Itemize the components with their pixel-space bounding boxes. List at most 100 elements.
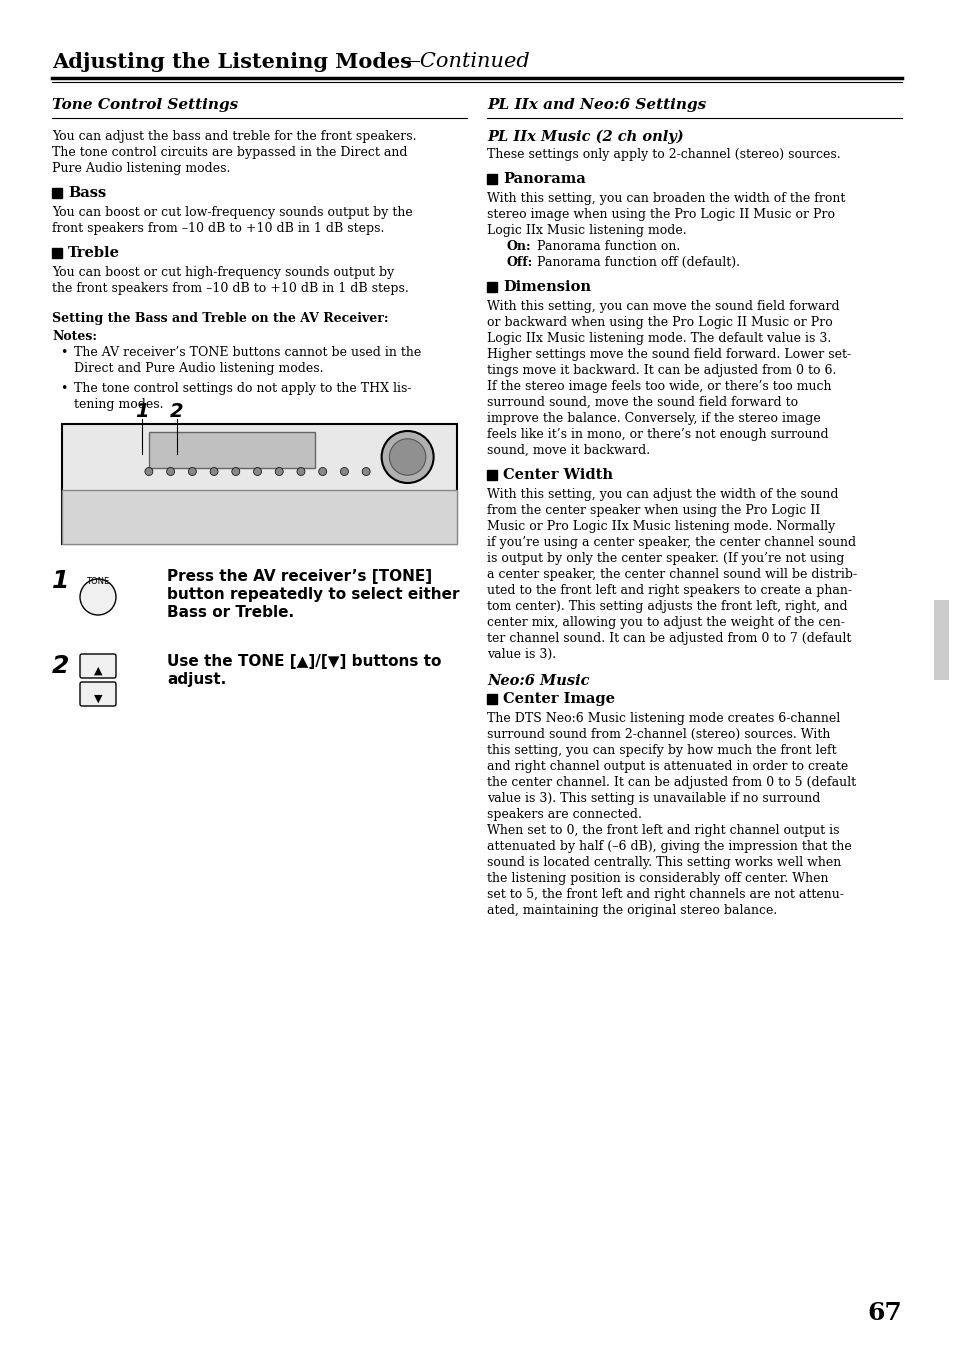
Text: speakers are connected.: speakers are connected. xyxy=(486,808,641,821)
Circle shape xyxy=(188,467,196,475)
Text: Center Width: Center Width xyxy=(502,468,613,482)
Circle shape xyxy=(340,467,348,475)
Text: Direct and Pure Audio listening modes.: Direct and Pure Audio listening modes. xyxy=(74,362,323,376)
Bar xyxy=(486,283,497,292)
Bar xyxy=(486,470,497,481)
Circle shape xyxy=(381,431,434,483)
Text: feels like it’s in mono, or there’s not enough surround: feels like it’s in mono, or there’s not … xyxy=(486,428,828,441)
Text: ter channel sound. It can be adjusted from 0 to 7 (default: ter channel sound. It can be adjusted fr… xyxy=(486,633,850,645)
Text: PL IIx and Neo:6 Settings: PL IIx and Neo:6 Settings xyxy=(486,98,705,112)
Text: Off:: Off: xyxy=(506,256,533,269)
Text: is output by only the center speaker. (If you’re not using: is output by only the center speaker. (I… xyxy=(486,552,843,565)
Text: Treble: Treble xyxy=(68,246,120,260)
Text: 2: 2 xyxy=(170,402,184,421)
Text: 67: 67 xyxy=(866,1302,901,1324)
Text: set to 5, the front left and right channels are not attenu-: set to 5, the front left and right chann… xyxy=(486,888,843,900)
Text: surround sound, move the sound field forward to: surround sound, move the sound field for… xyxy=(486,396,798,409)
Text: —Continued: —Continued xyxy=(398,52,529,71)
Text: the listening position is considerably off center. When: the listening position is considerably o… xyxy=(486,872,827,886)
Text: Center Image: Center Image xyxy=(502,692,615,707)
Text: the front speakers from –10 dB to +10 dB in 1 dB steps.: the front speakers from –10 dB to +10 dB… xyxy=(52,283,408,295)
Text: PL IIx Music (2 ch only): PL IIx Music (2 ch only) xyxy=(486,131,683,144)
Bar xyxy=(52,248,62,258)
Text: Press the AV receiver’s [TONE]: Press the AV receiver’s [TONE] xyxy=(167,569,432,584)
Text: value is 3).: value is 3). xyxy=(486,647,556,661)
Text: Music or Pro Logic IIx Music listening mode. Normally: Music or Pro Logic IIx Music listening m… xyxy=(486,520,835,533)
Text: ated, maintaining the original stereo balance.: ated, maintaining the original stereo ba… xyxy=(486,905,777,917)
FancyBboxPatch shape xyxy=(149,432,314,468)
Text: attenuated by half (–6 dB), giving the impression that the: attenuated by half (–6 dB), giving the i… xyxy=(486,840,851,853)
Text: You can adjust the bass and treble for the front speakers.: You can adjust the bass and treble for t… xyxy=(52,131,416,143)
Circle shape xyxy=(275,467,283,475)
Text: These settings only apply to 2-channel (stereo) sources.: These settings only apply to 2-channel (… xyxy=(486,148,840,162)
Text: from the center speaker when using the Pro Logic II: from the center speaker when using the P… xyxy=(486,503,820,517)
Text: 1: 1 xyxy=(135,402,149,421)
Circle shape xyxy=(296,467,305,475)
Text: ▼: ▼ xyxy=(93,695,102,704)
Text: sound, move it backward.: sound, move it backward. xyxy=(486,444,649,458)
Text: You can boost or cut low-frequency sounds output by the: You can boost or cut low-frequency sound… xyxy=(52,206,413,219)
Text: tom center). This setting adjusts the front left, right, and: tom center). This setting adjusts the fr… xyxy=(486,600,846,612)
Bar xyxy=(52,188,62,198)
Text: When set to 0, the front left and right channel output is: When set to 0, the front left and right … xyxy=(486,824,839,837)
Text: value is 3). This setting is unavailable if no surround: value is 3). This setting is unavailable… xyxy=(486,791,820,805)
Circle shape xyxy=(210,467,218,475)
Text: Panorama function off (default).: Panorama function off (default). xyxy=(529,256,740,269)
Text: TONE: TONE xyxy=(87,577,110,586)
Text: •: • xyxy=(60,346,68,359)
Text: and right channel output is attenuated in order to create: and right channel output is attenuated i… xyxy=(486,760,847,773)
Text: tening modes.: tening modes. xyxy=(74,398,163,411)
Circle shape xyxy=(362,467,370,475)
FancyBboxPatch shape xyxy=(80,654,116,678)
Text: Higher settings move the sound field forward. Lower set-: Higher settings move the sound field for… xyxy=(486,349,850,361)
Text: With this setting, you can move the sound field forward: With this setting, you can move the soun… xyxy=(486,300,839,314)
Text: Tone Control Settings: Tone Control Settings xyxy=(52,98,238,112)
Circle shape xyxy=(167,467,174,475)
Text: On:: On: xyxy=(506,240,531,253)
Text: or backward when using the Pro Logic II Music or Pro: or backward when using the Pro Logic II … xyxy=(486,316,832,328)
Text: this setting, you can specify by how much the front left: this setting, you can specify by how muc… xyxy=(486,744,836,756)
FancyBboxPatch shape xyxy=(62,424,456,544)
Circle shape xyxy=(318,467,326,475)
Text: tings move it backward. It can be adjusted from 0 to 6.: tings move it backward. It can be adjust… xyxy=(486,363,836,377)
Circle shape xyxy=(389,439,425,475)
FancyBboxPatch shape xyxy=(62,490,456,544)
Text: center mix, allowing you to adjust the weight of the cen-: center mix, allowing you to adjust the w… xyxy=(486,616,844,629)
Text: 2: 2 xyxy=(52,654,70,678)
Text: front speakers from –10 dB to +10 dB in 1 dB steps.: front speakers from –10 dB to +10 dB in … xyxy=(52,222,384,236)
Text: •: • xyxy=(60,382,68,394)
Text: Adjusting the Listening Modes: Adjusting the Listening Modes xyxy=(52,52,412,71)
Circle shape xyxy=(232,467,239,475)
Circle shape xyxy=(80,579,116,615)
Text: a center speaker, the center channel sound will be distrib-: a center speaker, the center channel sou… xyxy=(486,568,856,581)
Circle shape xyxy=(145,467,152,475)
Text: Notes:: Notes: xyxy=(52,330,97,343)
Text: if you’re using a center speaker, the center channel sound: if you’re using a center speaker, the ce… xyxy=(486,536,855,549)
Text: Bass: Bass xyxy=(68,186,106,201)
Text: Setting the Bass and Treble on the AV Receiver:: Setting the Bass and Treble on the AV Re… xyxy=(52,312,388,324)
Text: surround sound from 2-channel (stereo) sources. With: surround sound from 2-channel (stereo) s… xyxy=(486,728,829,742)
Bar xyxy=(486,174,497,184)
Text: Use the TONE [▲]/[▼] buttons to: Use the TONE [▲]/[▼] buttons to xyxy=(167,654,441,669)
Text: Panorama: Panorama xyxy=(502,172,585,186)
Text: Pure Audio listening modes.: Pure Audio listening modes. xyxy=(52,162,230,175)
Circle shape xyxy=(253,467,261,475)
Text: sound is located centrally. This setting works well when: sound is located centrally. This setting… xyxy=(486,856,841,870)
Text: Dimension: Dimension xyxy=(502,280,590,293)
FancyBboxPatch shape xyxy=(80,682,116,707)
Text: 1: 1 xyxy=(52,569,70,594)
Text: With this setting, you can broaden the width of the front: With this setting, you can broaden the w… xyxy=(486,192,844,205)
Text: the center channel. It can be adjusted from 0 to 5 (default: the center channel. It can be adjusted f… xyxy=(486,777,855,789)
Text: Logic IIx Music listening mode. The default value is 3.: Logic IIx Music listening mode. The defa… xyxy=(486,332,830,345)
Text: If the stereo image feels too wide, or there’s too much: If the stereo image feels too wide, or t… xyxy=(486,380,831,393)
Text: The tone control circuits are bypassed in the Direct and: The tone control circuits are bypassed i… xyxy=(52,145,407,159)
Text: adjust.: adjust. xyxy=(167,672,226,686)
Text: With this setting, you can adjust the width of the sound: With this setting, you can adjust the wi… xyxy=(486,489,838,501)
Text: improve the balance. Conversely, if the stereo image: improve the balance. Conversely, if the … xyxy=(486,412,820,425)
Text: The DTS Neo:6 Music listening mode creates 6-channel: The DTS Neo:6 Music listening mode creat… xyxy=(486,712,840,725)
FancyBboxPatch shape xyxy=(933,600,948,680)
Text: You can boost or cut high-frequency sounds output by: You can boost or cut high-frequency soun… xyxy=(52,267,394,279)
Text: stereo image when using the Pro Logic II Music or Pro: stereo image when using the Pro Logic II… xyxy=(486,209,834,221)
Text: The AV receiver’s TONE buttons cannot be used in the: The AV receiver’s TONE buttons cannot be… xyxy=(74,346,421,359)
Text: Neo:6 Music: Neo:6 Music xyxy=(486,674,589,688)
